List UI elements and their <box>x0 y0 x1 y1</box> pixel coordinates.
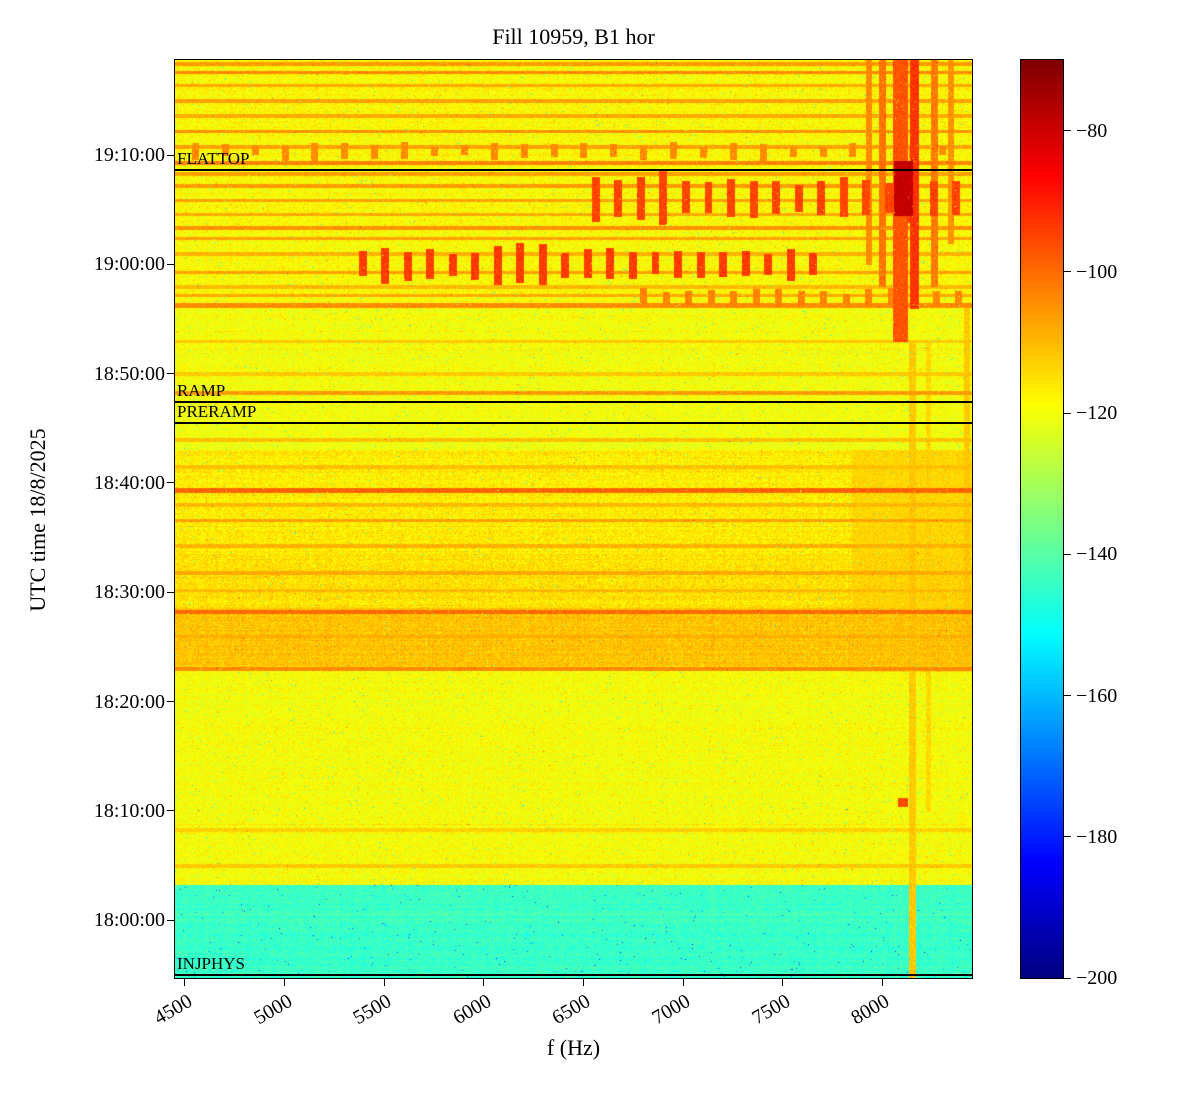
x-tick-mark <box>582 979 584 986</box>
annotation-line-flattop <box>175 169 972 172</box>
colorbar-tick-label: −140 <box>1076 543 1118 566</box>
y-tick-label: 19:10:00 <box>93 144 165 167</box>
x-tick-label: 7500 <box>748 990 794 1030</box>
y-tick-mark <box>167 263 174 265</box>
colorbar-tick-mark <box>1064 553 1071 555</box>
colorbar-gradient <box>1021 60 1063 978</box>
plot-area: FLATTOP RAMP PRERAMP INJPHYS <box>174 59 973 979</box>
y-tick-label: 18:20:00 <box>93 690 165 713</box>
y-tick-mark <box>167 482 174 484</box>
annotation-line-preramp <box>175 421 972 424</box>
colorbar-tick-label: −180 <box>1076 825 1118 848</box>
colorbar-tick-label: −160 <box>1076 684 1118 707</box>
annotation-label-injphys: INJPHYS <box>177 953 246 973</box>
annotation-label-ramp: RAMP <box>177 381 226 401</box>
y-tick-mark <box>167 919 174 921</box>
y-tick-label: 19:00:00 <box>93 253 165 276</box>
annotation-label-flattop: FLATTOP <box>177 149 250 169</box>
x-axis-label: f (Hz) <box>546 1035 601 1060</box>
x-tick-label: 8000 <box>847 990 894 1030</box>
x-tick-label: 7000 <box>648 990 695 1030</box>
y-tick-label: 18:10:00 <box>93 799 165 822</box>
colorbar-tick-label: −200 <box>1076 967 1118 989</box>
y-tick-mark <box>167 154 174 156</box>
y-tick-label: 18:00:00 <box>93 909 165 932</box>
colorbar <box>1020 59 1064 979</box>
y-tick-label: 18:50:00 <box>93 362 165 385</box>
colorbar-tick-mark <box>1064 836 1071 838</box>
colorbar-tick-label: −80 <box>1076 119 1108 142</box>
colorbar-tick-mark <box>1064 130 1071 132</box>
x-tick-label: 6500 <box>548 990 595 1030</box>
beam-mode-annotations: FLATTOP RAMP PRERAMP INJPHYS <box>175 60 972 978</box>
annotation-line-ramp <box>175 401 972 404</box>
x-tick-label: 5000 <box>249 990 296 1030</box>
y-tick-label: 18:30:00 <box>93 581 165 604</box>
colorbar-tick-label: −100 <box>1076 260 1118 283</box>
y-tick-mark <box>167 810 174 812</box>
colorbar-tick-mark <box>1064 977 1071 979</box>
annotation-line-injphys <box>175 973 972 976</box>
x-tick-mark <box>184 979 186 986</box>
colorbar-tick-label: −120 <box>1076 402 1118 425</box>
x-tick-mark <box>682 979 684 986</box>
spectrogram-heatmap <box>175 60 972 978</box>
x-tick-mark <box>881 979 883 986</box>
y-tick-mark <box>167 373 174 375</box>
y-tick-mark <box>167 701 174 702</box>
x-tick-label: 4500 <box>150 990 196 1030</box>
x-tick-mark <box>483 979 485 986</box>
x-tick-mark <box>383 979 385 986</box>
colorbar-tick-mark <box>1064 412 1071 414</box>
annotation-label-preramp: PRERAMP <box>177 401 257 421</box>
chart-title: Fill 10959, B1 hor <box>492 24 655 49</box>
y-tick-label: 18:40:00 <box>93 471 165 494</box>
x-tick-label: 6000 <box>449 990 495 1030</box>
colorbar-tick-mark <box>1064 695 1071 697</box>
x-tick-mark <box>284 979 286 986</box>
x-tick-mark <box>782 979 784 986</box>
colorbar-tick-mark <box>1064 271 1071 273</box>
x-tick-label: 5500 <box>349 990 396 1030</box>
y-tick-mark <box>167 591 174 593</box>
